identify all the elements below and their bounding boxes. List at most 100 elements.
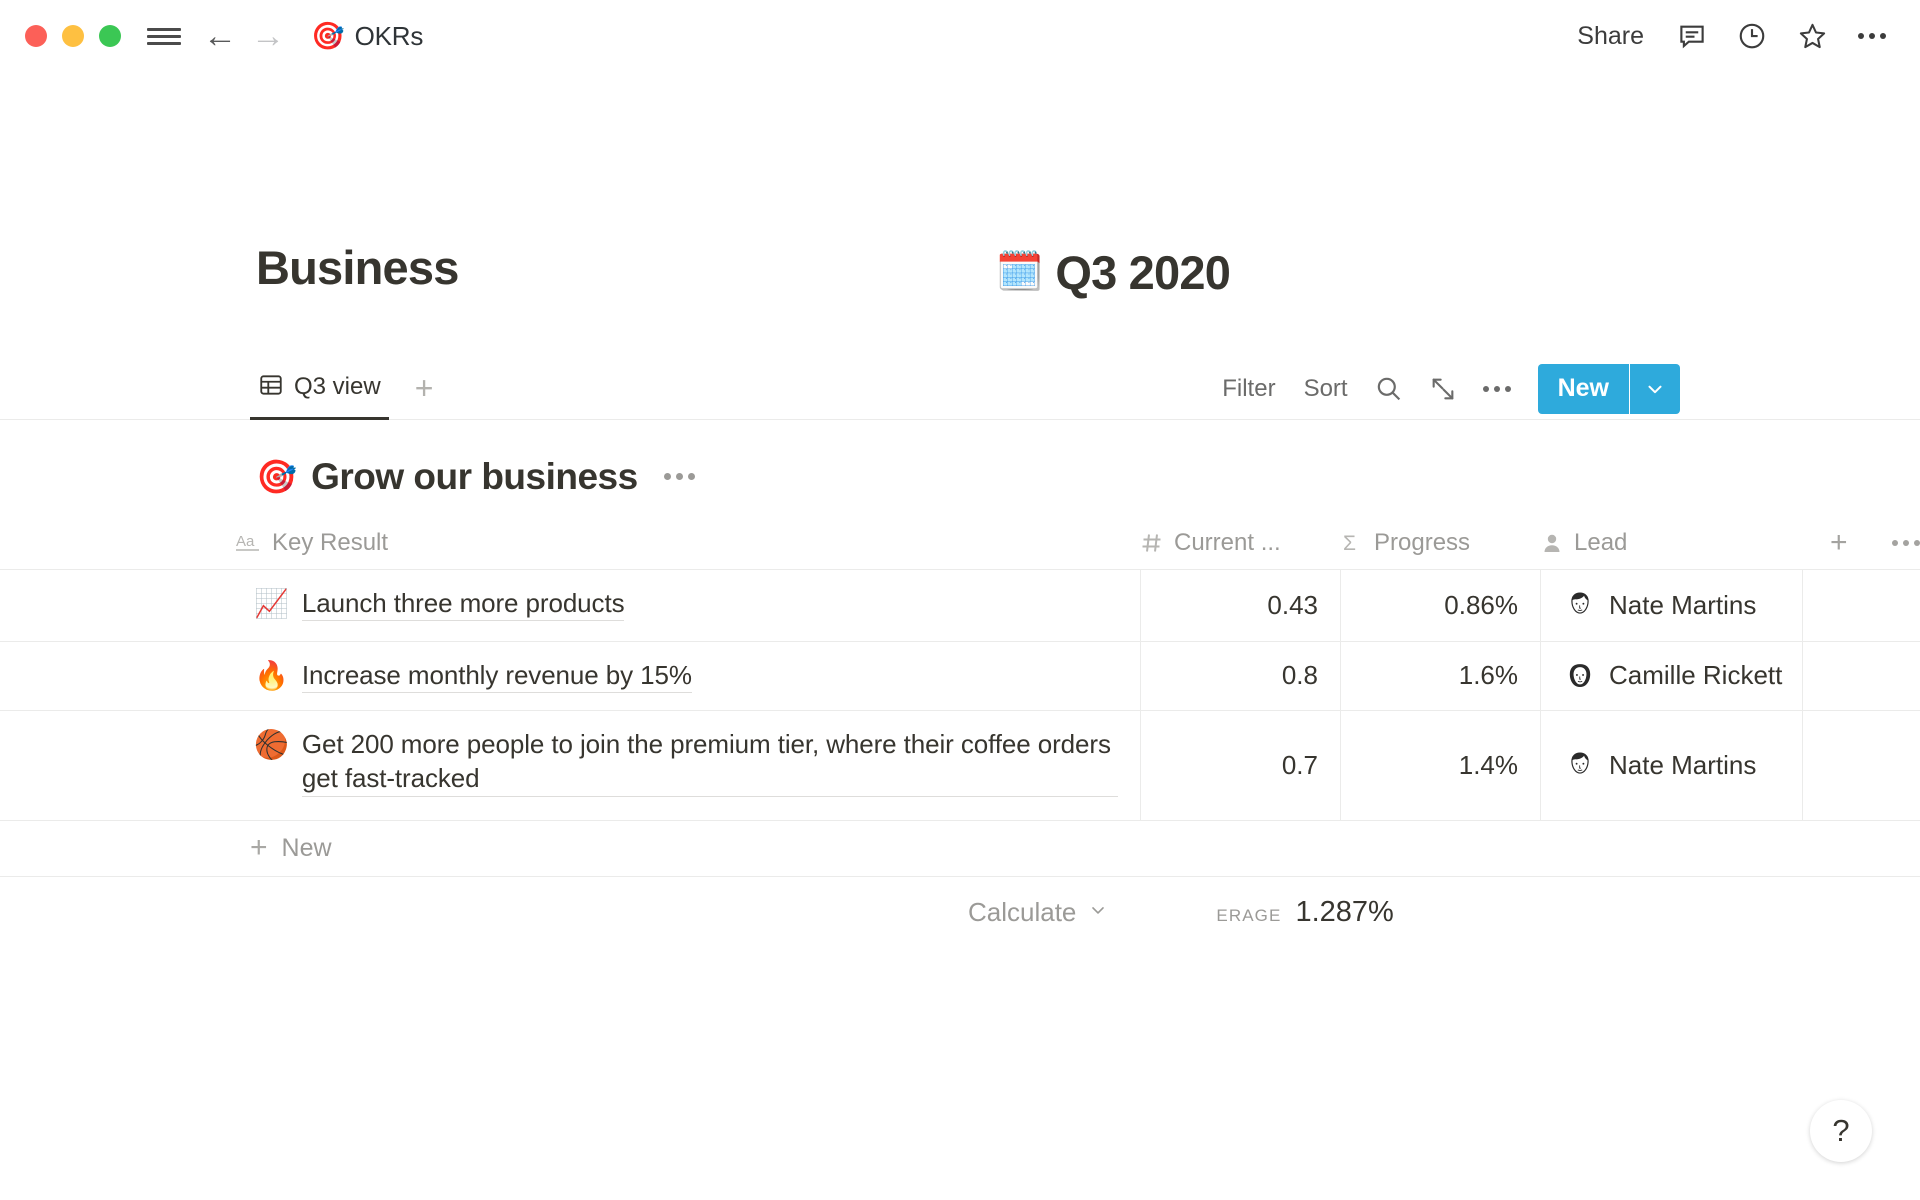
number-type-icon [1140, 531, 1164, 555]
lead-name: Nate Martins [1609, 589, 1757, 620]
group-more-options-icon[interactable] [663, 473, 695, 480]
breadcrumb-title: OKRs [354, 20, 424, 51]
cell-progress[interactable]: 1.6% [1340, 641, 1540, 710]
column-header-current[interactable]: Current ... [1140, 517, 1340, 569]
lead-name: Nate Martins [1609, 749, 1757, 780]
page-date-text: Q3 2020 [1055, 245, 1231, 299]
tab-q3-view[interactable]: Q3 view [250, 358, 389, 420]
cell-lead[interactable]: Nate Martins [1540, 710, 1802, 820]
cell-progress[interactable]: 0.86% [1340, 569, 1540, 641]
target-icon: 🎯 [256, 458, 298, 495]
cell-current[interactable]: 0.7 [1140, 710, 1340, 820]
add-new-row-button[interactable]: + New [0, 821, 1920, 877]
add-new-row-label: New [281, 833, 332, 862]
plus-icon: + [250, 831, 268, 865]
sort-button[interactable]: Sort [1303, 374, 1348, 402]
chart-increasing-icon: 📈 [254, 587, 289, 619]
cell-progress[interactable]: 1.4% [1340, 710, 1540, 820]
page-title: Business [256, 241, 459, 294]
column-header-label: Key Result [272, 529, 389, 556]
text-type-icon: Aa [236, 532, 262, 554]
column-more-options-icon[interactable] [1891, 540, 1920, 546]
column-header-label: Lead [1574, 529, 1628, 556]
basketball-icon: 🏀 [254, 728, 289, 760]
new-button[interactable]: New [1537, 363, 1629, 414]
new-button-chevron-down-icon[interactable] [1630, 363, 1680, 414]
new-button-divider [1629, 363, 1630, 414]
close-window-button[interactable] [25, 25, 47, 47]
cell-lead[interactable]: Nate Martins [1540, 569, 1802, 641]
column-header-label: Current ... [1174, 529, 1281, 556]
key-result-text: Increase monthly revenue by 15% [301, 658, 692, 694]
key-result-text: Launch three more products [301, 586, 625, 622]
calendar-icon: 🗓️ [996, 251, 1044, 293]
column-header-label: Progress [1374, 529, 1471, 556]
table-footer: Calculate ERAGE 1.287% [0, 881, 1920, 945]
cell-lead[interactable]: Camille Rickett [1540, 641, 1802, 710]
column-header-key-result[interactable]: Aa Key Result [236, 517, 1140, 569]
calculate-dropdown[interactable]: Calculate [968, 897, 1108, 928]
group-header: 🎯 Grow our business [0, 450, 1920, 504]
titlebar-actions: Share [1563, 0, 1898, 72]
avatar [1563, 748, 1597, 783]
chevron-down-icon [1088, 900, 1108, 926]
tab-label: Q3 view [294, 373, 381, 400]
history-clock-icon[interactable] [1726, 10, 1778, 62]
add-view-button[interactable]: + [414, 369, 434, 406]
star-icon[interactable] [1786, 10, 1838, 62]
fire-icon: 🔥 [254, 659, 289, 691]
page-content: Business 🗓️ Q3 2020 Q3 view + Filter Sor… [0, 72, 1920, 945]
back-arrow-icon[interactable]: ← [203, 17, 237, 55]
database-table: Aa Key Result Current ... Σ [0, 518, 1920, 945]
cell-empty [1802, 641, 1920, 710]
column-header-lead[interactable]: Lead [1540, 517, 1802, 569]
person-type-icon [1540, 531, 1564, 555]
cell-key-result[interactable]: 📈 Launch three more products [236, 570, 1140, 641]
avatar [1563, 658, 1597, 693]
table-row[interactable]: 📈 Launch three more products 0.43 0.86% [0, 569, 1920, 642]
summary-label: ERAGE [1216, 906, 1282, 926]
cell-key-result[interactable]: 🔥 Increase monthly revenue by 15% [236, 642, 1140, 710]
cell-key-result[interactable]: 🏀 Get 200 more people to join the premiu… [236, 711, 1140, 820]
page-date: 🗓️ Q3 2020 [996, 245, 1231, 300]
window-titlebar: ← → 🎯 OKRs Share [0, 0, 1920, 72]
table-view-icon [258, 372, 284, 403]
table-row[interactable]: 🔥 Increase monthly revenue by 15% 0.8 1.… [0, 641, 1920, 711]
help-button[interactable]: ? [1810, 1100, 1872, 1162]
lead-name: Camille Rickett [1609, 660, 1783, 691]
formula-type-icon: Σ [1340, 531, 1364, 555]
minimize-window-button[interactable] [62, 25, 84, 47]
add-column-button[interactable]: + [1830, 526, 1848, 559]
database-toolbar: Q3 view + Filter Sort New [0, 358, 1920, 420]
avatar [1563, 588, 1597, 622]
progress-summary[interactable]: ERAGE 1.287% [1216, 896, 1393, 929]
toolbar-more-options-icon[interactable] [1472, 364, 1522, 414]
cell-current[interactable]: 0.8 [1140, 641, 1340, 710]
toolbar-actions: Filter Sort New [1210, 358, 1680, 420]
column-header-progress[interactable]: Σ Progress [1340, 517, 1540, 569]
svg-text:Aa: Aa [236, 533, 255, 550]
search-icon[interactable] [1364, 364, 1414, 414]
summary-value: 1.287% [1295, 896, 1394, 929]
filter-button[interactable]: Filter [1222, 374, 1276, 402]
maximize-window-button[interactable] [99, 25, 121, 47]
calculate-label: Calculate [968, 897, 1077, 928]
forward-arrow-icon[interactable]: → [251, 17, 285, 55]
column-header-actions: + [1802, 517, 1920, 569]
traffic-lights [25, 25, 121, 47]
cell-current[interactable]: 0.43 [1140, 569, 1340, 641]
cell-empty [1802, 710, 1920, 820]
breadcrumb[interactable]: 🎯 OKRs [311, 21, 423, 52]
table-header-row: Aa Key Result Current ... Σ [0, 518, 1920, 570]
share-button[interactable]: Share [1577, 21, 1644, 50]
page-header: Business 🗓️ Q3 2020 [0, 240, 1920, 300]
group-title: Grow our business [311, 455, 638, 497]
target-icon: 🎯 [311, 20, 345, 51]
sidebar-toggle-icon[interactable] [147, 24, 181, 49]
more-options-icon[interactable] [1846, 10, 1898, 62]
expand-icon[interactable] [1418, 364, 1468, 414]
table-row[interactable]: 🏀 Get 200 more people to join the premiu… [0, 710, 1920, 821]
new-button-group: New [1537, 363, 1680, 414]
svg-text:Σ: Σ [1343, 532, 1356, 555]
comment-icon[interactable] [1666, 10, 1718, 62]
